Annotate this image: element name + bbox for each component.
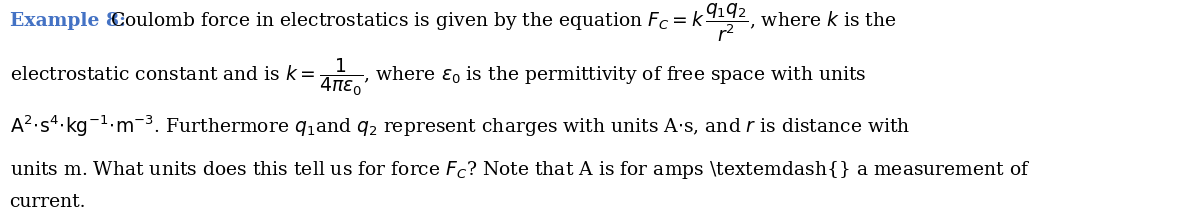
Text: Example 8:: Example 8:	[10, 12, 126, 30]
Text: electrostatic constant and is $k = \dfrac{1}{4\pi\epsilon_0}$, where $\epsilon_0: electrostatic constant and is $k = \dfra…	[10, 57, 865, 98]
Text: current.: current.	[10, 193, 86, 210]
Text: units m. What units does this tell us for force $F_C$? Note that A is for amps \: units m. What units does this tell us fo…	[10, 159, 1031, 181]
Text: $\mathrm{A^2 \!\cdot\! s^4 \!\cdot\! kg^{-1} \!\cdot\! m^{-3}}$. Furthermore $q_: $\mathrm{A^2 \!\cdot\! s^4 \!\cdot\! kg^…	[10, 114, 910, 139]
Text: Coulomb force in electrostatics is given by the equation $F_C = k\,\dfrac{q_1 q_: Coulomb force in electrostatics is given…	[110, 1, 897, 43]
